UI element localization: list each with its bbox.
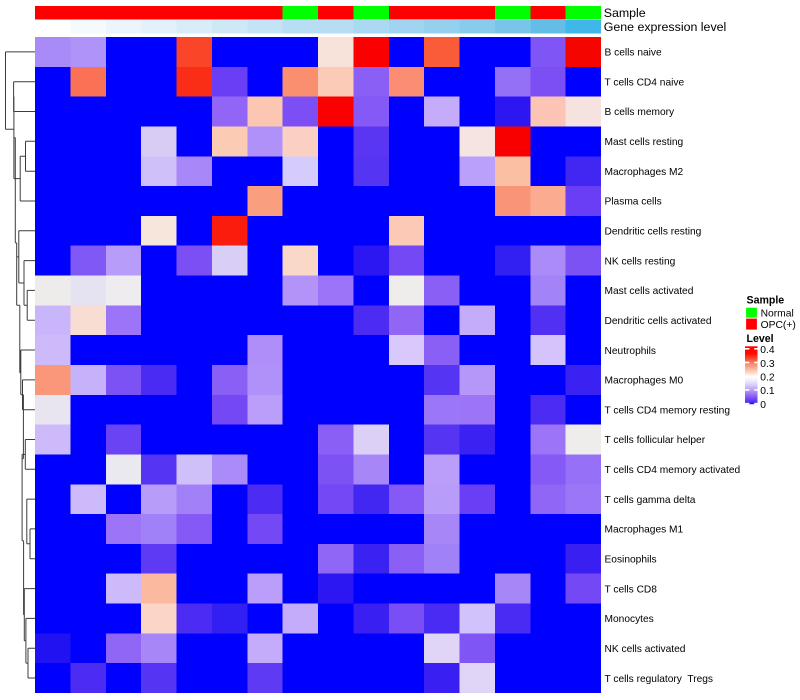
svg-text:Plasma cells: Plasma cells <box>605 197 662 208</box>
svg-text:Macrophages M2: Macrophages M2 <box>605 167 684 178</box>
svg-text:Dendritic cells activated: Dendritic cells activated <box>605 316 712 327</box>
svg-text:Eosinophils: Eosinophils <box>605 555 657 566</box>
svg-text:Dendritic cells resting: Dendritic cells resting <box>605 227 702 238</box>
svg-text:0.2: 0.2 <box>760 373 775 384</box>
svg-text:0.1: 0.1 <box>760 386 775 397</box>
svg-text:NK cells activated: NK cells activated <box>605 644 686 655</box>
svg-text:T cells follicular helper: T cells follicular helper <box>605 435 706 446</box>
svg-text:T cells CD4 memory activated: T cells CD4 memory activated <box>605 465 741 476</box>
svg-text:Mast cells resting: Mast cells resting <box>605 137 684 148</box>
svg-text:0.3: 0.3 <box>760 359 775 370</box>
svg-text:Neutrophils: Neutrophils <box>605 346 657 357</box>
svg-text:T cells gamma delta: T cells gamma delta <box>605 495 696 506</box>
svg-text:0: 0 <box>760 400 766 411</box>
svg-text:0.4: 0.4 <box>760 345 775 356</box>
svg-text:Sample: Sample <box>747 294 785 306</box>
svg-text:T cells CD4 naive: T cells CD4 naive <box>605 77 685 88</box>
svg-text:T cells CD8: T cells CD8 <box>605 584 658 595</box>
svg-text:B cells memory: B cells memory <box>605 107 676 118</box>
svg-text:Macrophages M1: Macrophages M1 <box>605 525 684 536</box>
svg-text:OPC(+): OPC(+) <box>761 320 796 331</box>
svg-text:T cells regulatory Tregs: T cells regulatory Tregs <box>605 674 714 685</box>
svg-text:Macrophages M0: Macrophages M0 <box>605 376 684 387</box>
svg-text:Sample: Sample <box>604 6 646 20</box>
svg-text:Mast cells activated: Mast cells activated <box>605 286 694 297</box>
svg-text:NK cells resting: NK cells resting <box>605 256 676 267</box>
svg-text:Monocytes: Monocytes <box>605 614 654 625</box>
svg-text:B cells naive: B cells naive <box>605 48 663 59</box>
svg-text:Level: Level <box>747 333 774 345</box>
svg-text:Gene expression level: Gene expression level <box>604 20 727 34</box>
svg-text:Normal: Normal <box>761 308 794 319</box>
svg-text:T cells CD4 memory resting: T cells CD4 memory resting <box>605 405 731 416</box>
